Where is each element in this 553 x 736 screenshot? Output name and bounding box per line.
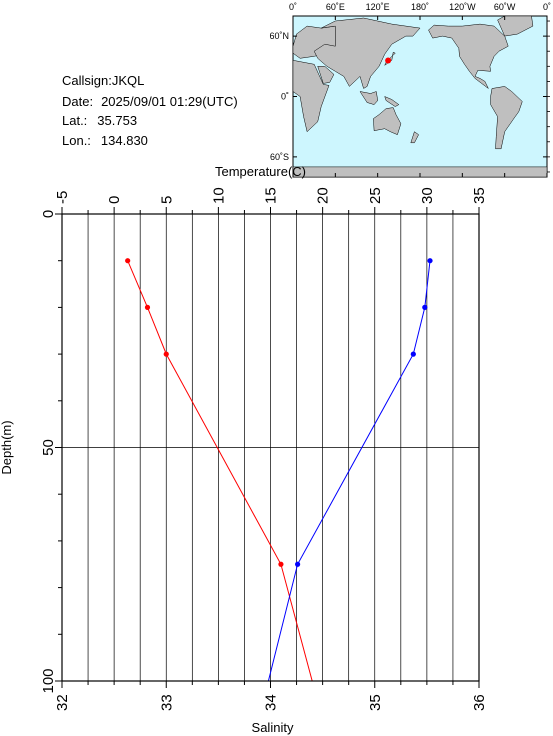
salinity-point	[427, 258, 433, 264]
salinity-point	[295, 561, 301, 567]
lat-value: 35.753	[97, 113, 138, 128]
callsign-value: JKQL	[111, 73, 145, 88]
bottom-axis-title: Salinity	[252, 720, 294, 735]
temperature-point	[144, 304, 151, 310]
temperature-point	[163, 351, 169, 357]
top-tick-label: 20	[315, 187, 332, 204]
bottom-tick-label: 33	[158, 694, 175, 711]
lon-row: Lon.: 134.830	[62, 134, 148, 147]
lat-label: Lat.:	[62, 113, 88, 128]
salinity-point	[422, 304, 428, 310]
left-tick-label: 100	[40, 668, 57, 693]
callsign-row: Callsign:JKQL	[62, 74, 144, 87]
top-tick-label: -5	[54, 191, 71, 204]
top-tick-label: 25	[367, 187, 384, 204]
salinity-point	[410, 351, 416, 357]
bottom-tick-label: 34	[263, 694, 280, 711]
bottom-tick-label: 35	[367, 694, 384, 711]
left-tick-label: 50	[40, 439, 57, 456]
top-tick-label: 5	[158, 196, 175, 204]
lat-row: Lat.: 35.753	[62, 114, 137, 127]
left-axis-title: Depth(m)	[0, 420, 14, 474]
chart-series	[125, 258, 433, 682]
bottom-tick-label: 32	[54, 694, 71, 711]
top-tick-label: 30	[419, 187, 436, 204]
salinity-line	[267, 260, 431, 682]
date-value: 2025/09/01 01:29(UTC)	[101, 94, 238, 109]
date-label: Date:	[62, 94, 94, 109]
top-tick-label: 0	[106, 196, 123, 204]
top-tick-label: 15	[263, 187, 280, 204]
temperature-point	[125, 258, 131, 264]
lon-value: 134.830	[100, 133, 148, 148]
top-axis-title: Temperature(C)	[215, 164, 306, 179]
lon-label: Lon.:	[62, 133, 91, 148]
bottom-tick-label: 36	[471, 694, 488, 711]
chart-grid	[62, 214, 479, 681]
callsign-label: Callsign:	[62, 73, 112, 88]
chart-axes: -5 0 5 10 15 20 25 30 35 Temperature(C) 32 33 34 35 36…	[0, 164, 488, 735]
date-row: Date: 2025/09/01 01:29(UTC)	[62, 95, 238, 108]
left-tick-label: 0	[40, 210, 57, 218]
top-tick-label: 35	[471, 187, 488, 204]
top-tick-label: 10	[210, 187, 227, 204]
temperature-point	[278, 561, 284, 567]
station-info: Callsign:JKQL Date: 2025/09/01 01:29(UTC)…	[62, 74, 238, 147]
